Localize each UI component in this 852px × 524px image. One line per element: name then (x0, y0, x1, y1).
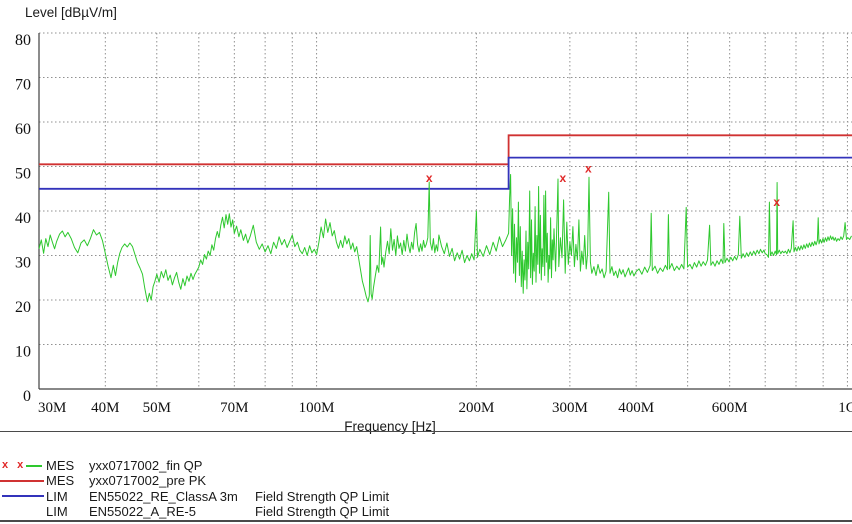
limit-line (39, 156, 852, 190)
y-tick-label: 50 (15, 166, 31, 183)
y-tick-label: 30 (15, 255, 31, 272)
y-tick-label: 0 (23, 388, 31, 405)
x-axis-title: Frequency [Hz] (344, 419, 436, 434)
y-axis-title: Level [dBµV/m] (25, 5, 117, 20)
legend-type: MES (46, 473, 75, 489)
limit-line (39, 134, 852, 166)
separator-line (0, 431, 852, 432)
chart-legend: x x MES yxx0717002_fin QP MES yxx0717002… (0, 458, 852, 520)
x-tick-label: 40M (91, 400, 119, 416)
legend-limit-name: EN55022_RE_ClassA 3m (89, 488, 238, 504)
y-tick-label: 20 (15, 299, 31, 316)
legend-type: LIM (46, 488, 68, 504)
y-tick-label: 10 (15, 344, 31, 361)
y-tick-label: 60 (15, 121, 31, 138)
y-tick-label: 80 (15, 32, 31, 49)
blue-line-icon (2, 495, 44, 498)
x-tick-label: 50M (143, 400, 171, 416)
legend-type: MES (46, 458, 75, 473)
legend-row-pre-pk: MES yxx0717002_pre PK (0, 473, 852, 488)
x-tick-label: 600M (712, 400, 748, 416)
legend-symbol-red-line (0, 480, 46, 483)
x-tick-label: 30M (38, 400, 66, 416)
red-line-icon (0, 480, 44, 483)
pre-pk-trace (38, 174, 852, 303)
y-tick-label: 40 (15, 210, 31, 227)
legend-trace-name: yxx0717002_pre PK (89, 473, 207, 489)
fin-qp-marker: x (559, 171, 566, 185)
fin-qp-marker: x (585, 161, 592, 175)
x-tick-label: 300M (552, 400, 588, 416)
legend-trace-name: yxx0717002_fin QP (89, 458, 203, 473)
fin-qp-marker: x (773, 195, 780, 209)
legend-row-limit-classa: LIM EN55022_RE_ClassA 3m Field Strength … (0, 489, 852, 504)
legend-row-limit-re5: LIM EN55022_A_RE-5 Field Strength QP Lim… (0, 504, 852, 519)
x-tick-label: 70M (220, 400, 248, 416)
bottom-border-line (0, 520, 852, 522)
y-tick-label: 70 (15, 77, 31, 94)
legend-symbol-red-x-markers: x x (0, 460, 46, 471)
emission-chart: 0 10 20 30 40 50 60 70 80 30M 40M 50M 70M 100M 200M 300… (15, 32, 852, 416)
legend-symbol-blue-line (0, 495, 46, 498)
legend-desc: Field Strength QP Limit (255, 504, 390, 520)
x-marker-icon: x x (2, 459, 27, 472)
x-tick-label: 1G (838, 400, 852, 416)
legend-desc: Field Strength QP Limit (255, 488, 390, 504)
green-trace-line-icon (26, 464, 43, 467)
x-tick-label: 200M (458, 400, 494, 416)
legend-limit-name: EN55022_A_RE-5 (89, 504, 196, 520)
x-tick-label: 400M (618, 400, 654, 416)
fin-qp-marker: x (426, 171, 433, 185)
legend-row-fin-qp: x x MES yxx0717002_fin QP (0, 458, 852, 473)
legend-type: LIM (46, 504, 68, 520)
x-tick-label: 100M (299, 400, 335, 416)
